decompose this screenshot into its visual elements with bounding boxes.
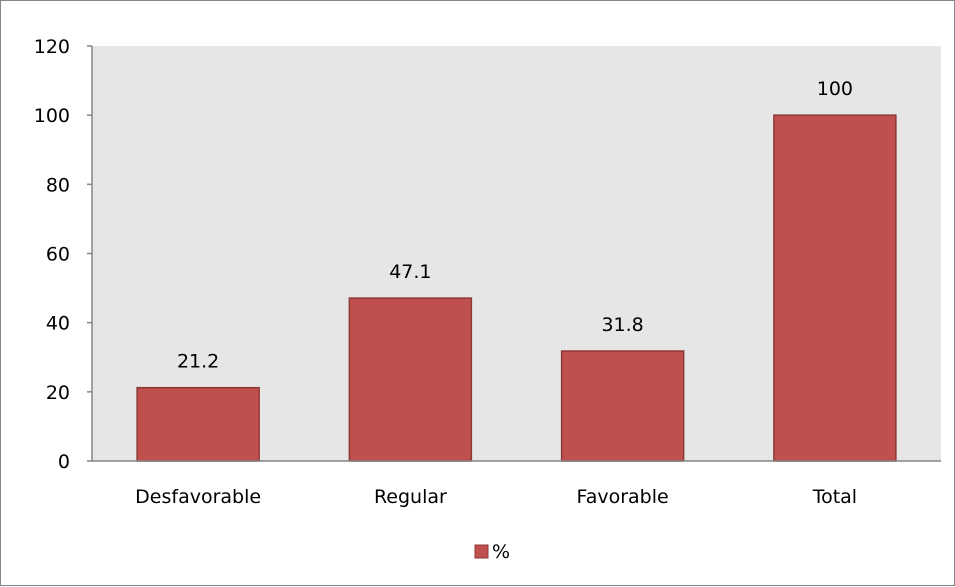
legend-swatch bbox=[474, 544, 489, 559]
y-tick-label: 80 bbox=[46, 174, 70, 196]
bar-regular bbox=[348, 297, 473, 462]
legend: % bbox=[474, 541, 510, 563]
x-tick-label-regular: Regular bbox=[374, 486, 447, 508]
y-tick-label: 120 bbox=[34, 36, 70, 58]
bar-favorable bbox=[560, 350, 685, 462]
x-tick-label-favorable: Favorable bbox=[577, 486, 669, 508]
x-tick-label-total: Total bbox=[812, 486, 857, 508]
data-label-desfavorable: 21.2 bbox=[177, 351, 219, 373]
y-tick-label: 100 bbox=[34, 105, 70, 127]
x-axis: Desfavorable Regular Favorable Total bbox=[135, 486, 857, 508]
legend-label: % bbox=[492, 541, 510, 563]
y-tick-label: 60 bbox=[46, 244, 70, 266]
y-tick-label: 0 bbox=[58, 451, 70, 473]
data-label-favorable: 31.8 bbox=[601, 314, 643, 336]
data-label-regular: 47.1 bbox=[389, 261, 431, 283]
x-tick-label-desfavorable: Desfavorable bbox=[135, 486, 261, 508]
bar-total bbox=[773, 114, 897, 462]
data-label-total: 100 bbox=[817, 78, 853, 100]
bar-desfavorable bbox=[136, 386, 260, 462]
y-axis: 0 20 40 60 80 100 120 bbox=[34, 36, 92, 473]
y-tick-label: 40 bbox=[46, 313, 70, 335]
data-labels: 21.2 47.1 31.8 100 bbox=[177, 78, 853, 373]
y-tick-label: 20 bbox=[46, 382, 70, 404]
